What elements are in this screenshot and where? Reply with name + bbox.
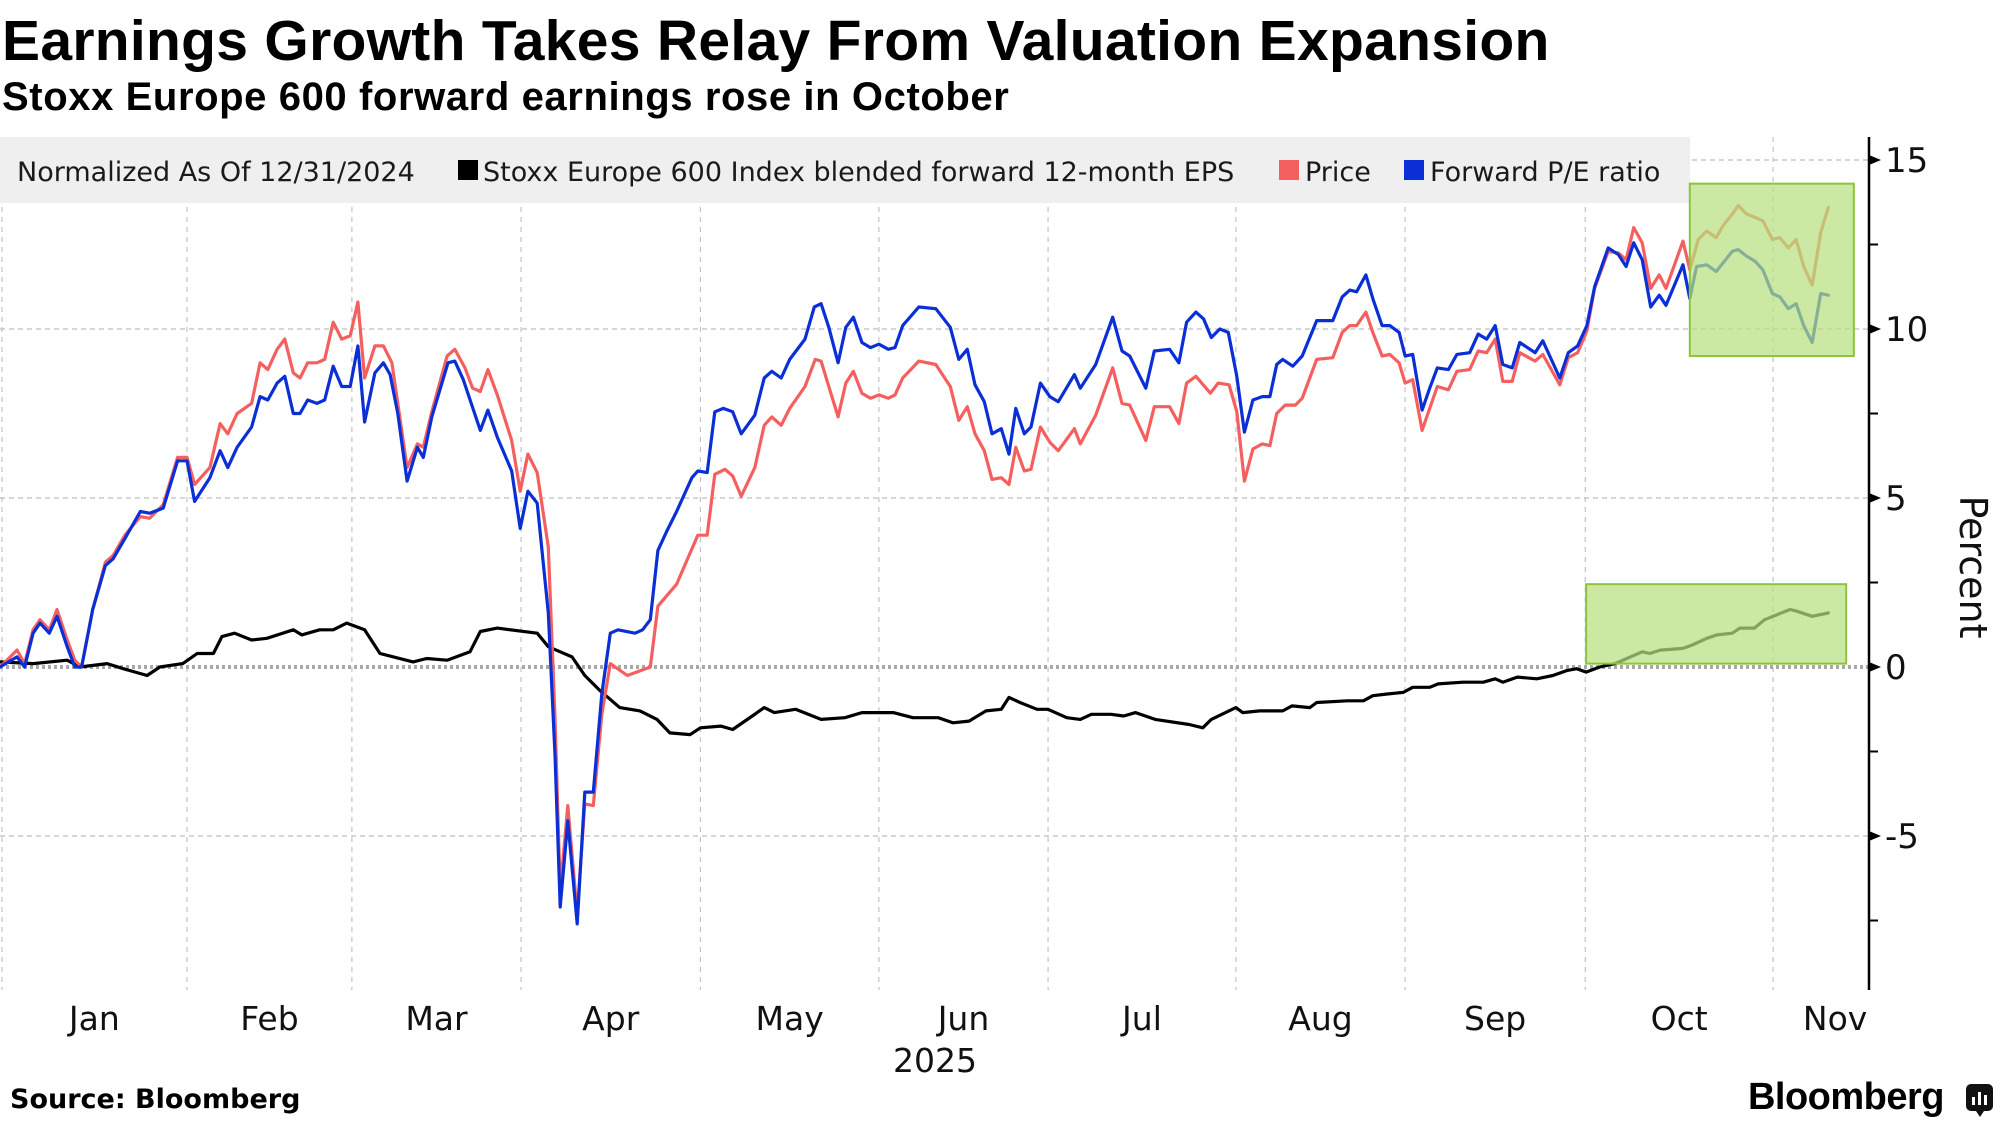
legend-normalized-note: Normalized As Of 12/31/2024 (17, 157, 415, 188)
x-tick-label: Jan (67, 999, 120, 1038)
y-major-tick (1869, 662, 1881, 672)
y-tick-label: 5 (1885, 479, 1907, 519)
y-major-tick (1869, 831, 1881, 841)
y-axis: -5 0 5 10 15 (1867, 137, 1928, 990)
y-major-tick (1869, 493, 1881, 503)
x-tick-label: May (756, 999, 824, 1038)
legend-swatch-eps (458, 160, 478, 180)
x-tick-label: Jul (1120, 999, 1162, 1038)
series-line-eps (0, 607, 1830, 737)
y-tick-label: -5 (1885, 817, 1919, 857)
chart-title: Earnings Growth Takes Relay From Valuati… (2, 9, 1550, 73)
legend-swatch-pe (1404, 160, 1424, 180)
legend-swatch-price (1279, 160, 1299, 180)
y-tick-label: 15 (1885, 141, 1928, 181)
legend-label-pe: Forward P/E ratio (1430, 157, 1660, 188)
legend-label-price: Price (1305, 157, 1371, 188)
bloomberg-logo-text: Bloomberg (1747, 1076, 1945, 1118)
y-major-tick (1869, 155, 1881, 165)
series-line-pe (0, 241, 1830, 926)
series-lines (0, 204, 1830, 926)
y-tick-label: 10 (1885, 310, 1928, 350)
series-line-price (0, 204, 1830, 916)
y-tick-label: 0 (1885, 648, 1907, 688)
x-axis-year-label: 2025 (893, 1041, 977, 1080)
chart-subtitle: Stoxx Europe 600 forward earnings rose i… (2, 75, 1010, 119)
x-tick-label: Feb (240, 999, 298, 1038)
x-tick-label: Nov (1803, 999, 1867, 1038)
x-tick-label: Aug (1288, 999, 1352, 1038)
bloomberg-terminal-icon (1966, 1084, 1993, 1117)
legend: Normalized As Of 12/31/2024 Stoxx Europe… (0, 137, 1690, 203)
x-tick-label: Oct (1651, 999, 1708, 1038)
y-axis-title: Percent (1951, 496, 1995, 639)
legend-label-eps: Stoxx Europe 600 Index blended forward 1… (483, 157, 1234, 188)
x-tick-label: Apr (582, 999, 640, 1038)
gridlines (0, 137, 1869, 990)
x-tick-label: Mar (405, 999, 468, 1038)
highlight-box-price-pe-october (1688, 182, 1855, 358)
highlight-boxes (1585, 182, 1855, 665)
y-major-tick (1869, 324, 1881, 334)
source-note: Source: Bloomberg (10, 1084, 301, 1115)
highlight-box-eps-october (1585, 583, 1848, 665)
x-tick-label: Jun (936, 999, 990, 1038)
x-tick-label: Sep (1464, 999, 1526, 1038)
x-axis: Jan Feb Mar Apr May Jun Jul Aug Sep Oct Nov (67, 999, 1867, 1038)
